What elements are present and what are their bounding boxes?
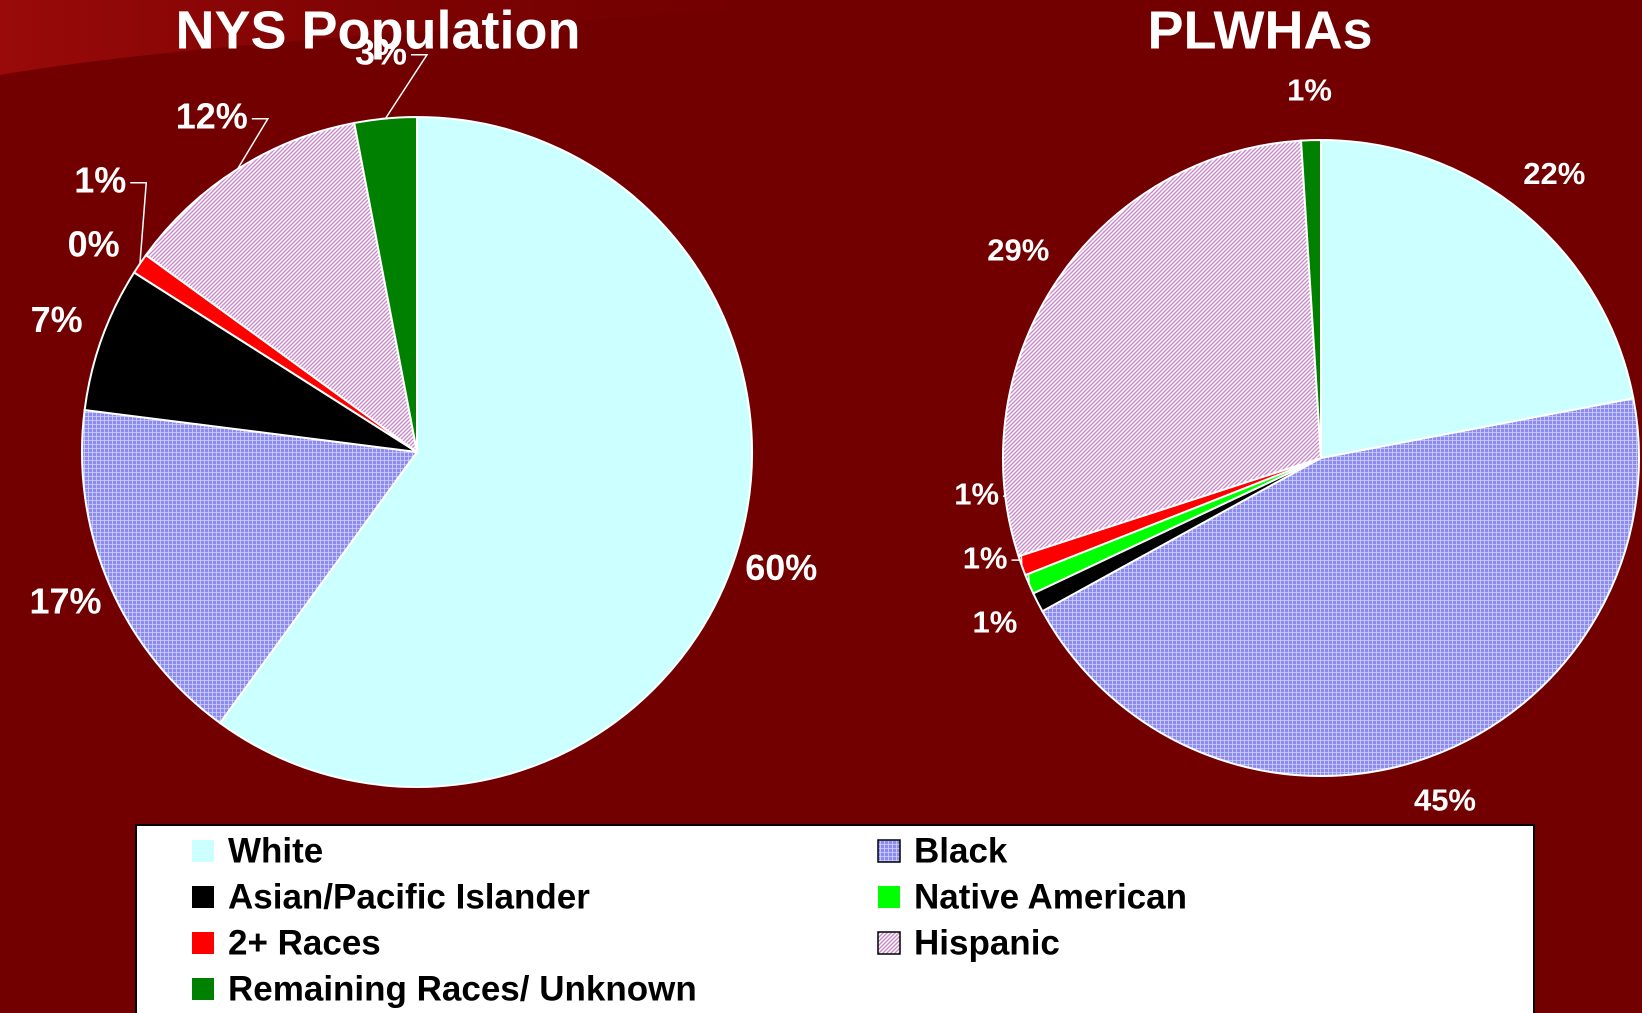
data-label: 17% — [29, 581, 101, 622]
leader-line — [130, 182, 148, 264]
pie-slice — [144, 121, 419, 455]
pie-slice — [353, 115, 418, 453]
pie-slice — [83, 271, 418, 453]
data-label: 29% — [987, 232, 1049, 267]
chart-title: NYS Population — [176, 0, 581, 60]
data-label: 22% — [1523, 156, 1585, 191]
data-label: 7% — [31, 299, 83, 340]
legend-swatch — [192, 978, 214, 1000]
data-label: 1% — [1287, 72, 1332, 107]
pie-slice — [1002, 139, 1323, 558]
background-sweep — [0, 0, 900, 75]
pie-slice — [218, 115, 753, 788]
data-label: 45% — [1414, 783, 1476, 818]
pie-slice — [81, 408, 419, 725]
legend-label: Hispanic — [914, 923, 1060, 962]
legend-label: Remaining Races/ Unknown — [228, 969, 697, 1008]
chart-title: PLWHAs — [1147, 0, 1372, 60]
legend-swatch — [878, 886, 900, 908]
legend-swatch — [192, 886, 214, 908]
leader-line — [236, 118, 270, 170]
data-label: 1% — [963, 540, 1008, 575]
legend-label: Asian/Pacific Islander — [228, 877, 590, 916]
data-label: 12% — [176, 95, 248, 136]
data-label: 1% — [74, 159, 126, 200]
data-label: 60% — [745, 547, 817, 588]
data-label: 1% — [972, 604, 1017, 639]
data-label: 0% — [68, 223, 120, 264]
legend-swatch — [877, 931, 901, 955]
leader-line — [384, 54, 429, 119]
legend-label: 2+ Races — [228, 923, 381, 962]
legend-label: White — [228, 831, 323, 870]
legend-label: Native American — [914, 877, 1187, 916]
data-label: 1% — [954, 476, 999, 511]
legend-swatch — [192, 840, 214, 862]
pie-slice — [1040, 397, 1641, 778]
legend-box — [135, 824, 1535, 1013]
legend-swatch — [877, 839, 901, 863]
pie-slice — [1320, 138, 1635, 460]
pie-slice — [1299, 138, 1322, 459]
legend-swatch — [192, 932, 214, 954]
legend-label: Black — [914, 831, 1008, 870]
data-label: 3% — [355, 31, 407, 72]
